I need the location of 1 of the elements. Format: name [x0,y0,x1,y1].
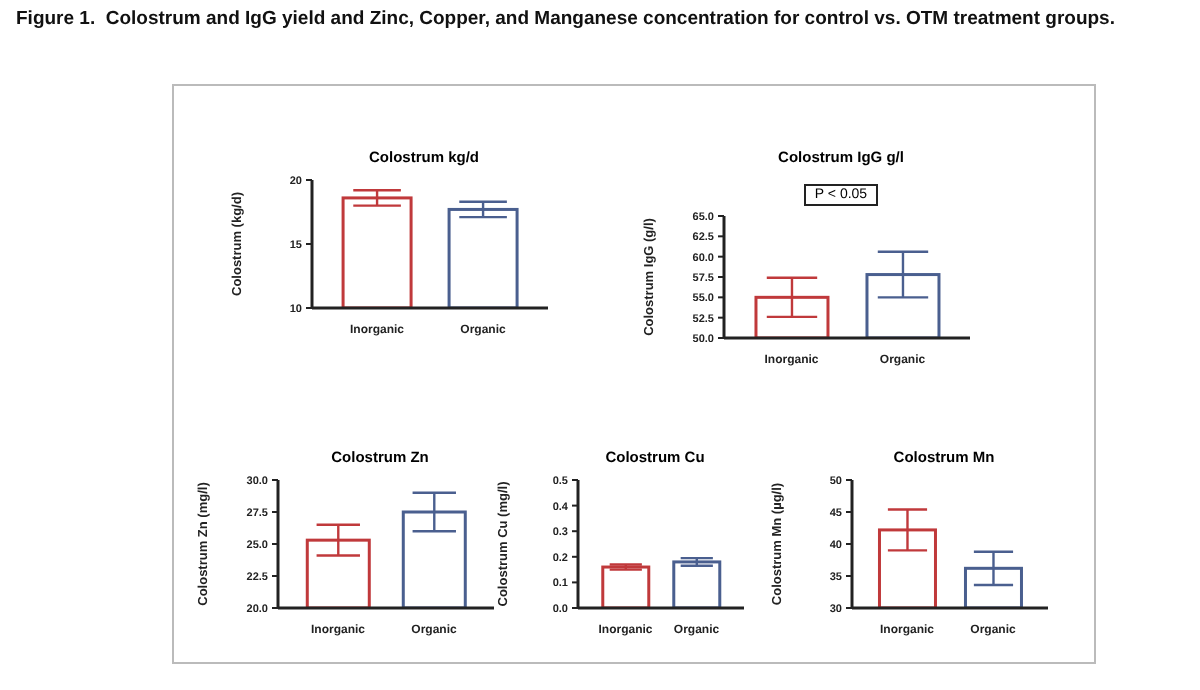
caption: Figure 1. Colostrum and IgG yield and Zinc, Copper, and Manganese concentration for control vs. OTM treatment groups. [16,8,1115,30]
